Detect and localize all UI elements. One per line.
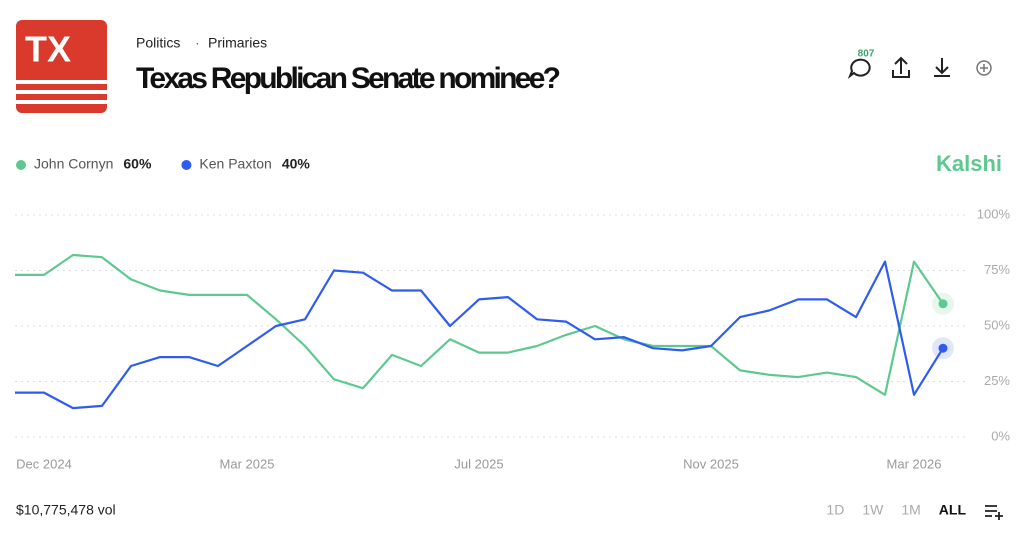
logo-stripe: [16, 90, 107, 94]
logo-stripe: [16, 100, 107, 104]
y-tick-label: 50%: [984, 317, 1010, 332]
logo: [16, 20, 107, 113]
logo-text: TX: [25, 29, 71, 70]
separator: ·: [195, 35, 200, 51]
y-tick-label: 75%: [984, 262, 1010, 277]
legend-swatch: [181, 160, 192, 170]
x-tick-label: Dec 2024: [16, 456, 72, 471]
x-tick-label: Mar 2025: [220, 456, 275, 471]
volume: $10,775,478 vol: [16, 502, 116, 518]
comment-count: 807: [858, 49, 875, 60]
chart-settings[interactable]: [985, 505, 1003, 520]
download-button[interactable]: [934, 58, 950, 77]
y-tick-label: 0%: [991, 428, 1010, 443]
logo-stripe: [16, 80, 107, 84]
add-icon: [976, 60, 992, 76]
x-tick-label: Mar 2026: [887, 456, 942, 471]
legend-value: 40%: [282, 156, 311, 172]
range-button[interactable]: 1W: [862, 502, 884, 518]
range-button[interactable]: 1M: [901, 502, 920, 518]
range-button[interactable]: 1D: [826, 502, 844, 518]
y-tick-label: 25%: [984, 373, 1010, 388]
legend-item: John Cornyn 60%: [16, 156, 152, 172]
add-icon: [980, 64, 988, 72]
x-tick-label: Nov 2025: [683, 456, 739, 471]
share-button[interactable]: [892, 56, 910, 78]
legend-label: John Cornyn: [34, 156, 113, 172]
brand: Kalshi: [936, 151, 1002, 176]
category[interactable]: Politics: [136, 35, 180, 51]
series-line: [15, 260, 944, 410]
title: Texas Republican Senate nominee?: [136, 62, 561, 95]
subcategory[interactable]: Primaries: [208, 35, 267, 51]
comment-button[interactable]: 807: [847, 49, 875, 79]
legend-value: 60%: [123, 156, 152, 172]
end-point: [938, 299, 948, 309]
add-button[interactable]: [976, 60, 992, 76]
legend-item: Ken Paxton 40%: [181, 156, 310, 172]
end-point: [938, 343, 948, 353]
x-tick-label: Jul 2025: [454, 456, 503, 471]
comment-icon: [847, 58, 871, 79]
series-line: [15, 253, 944, 396]
legend-swatch: [16, 160, 26, 170]
y-tick-label: 100%: [977, 206, 1011, 221]
range-button[interactable]: ALL: [939, 502, 967, 518]
legend-label: Ken Paxton: [199, 156, 271, 172]
